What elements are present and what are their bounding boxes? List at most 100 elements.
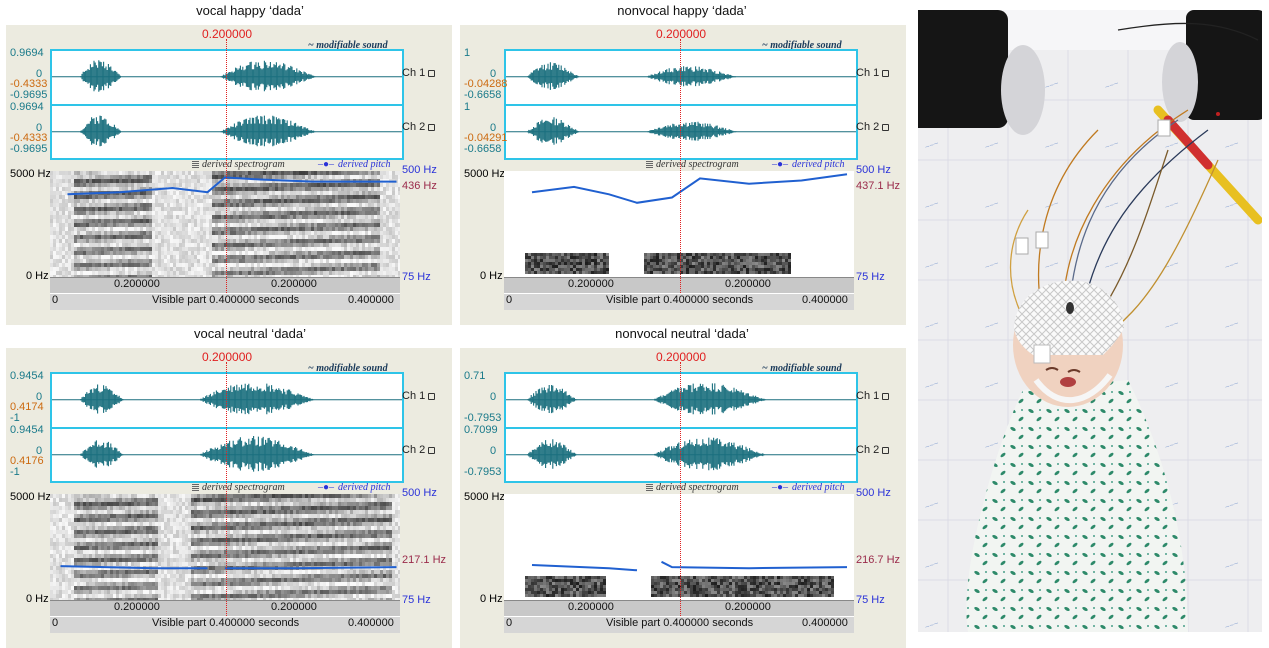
cursor-time-label: 0.200000 <box>202 350 252 364</box>
spectrogram-area[interactable] <box>50 171 400 277</box>
time-right-label: 0.200000 <box>271 601 317 613</box>
ch2-label: Ch 2 <box>856 444 879 456</box>
left-speaker <box>918 10 1008 128</box>
channel-label[interactable]: Ch 1 <box>856 390 889 402</box>
ch2-label: Ch 2 <box>856 121 879 133</box>
channel-1-waveform <box>52 51 402 103</box>
channel-label[interactable]: Ch 2 <box>856 121 889 133</box>
pitch-range-top: 500 Hz <box>856 164 891 176</box>
frequency-bottom: 0 Hz <box>480 593 503 605</box>
spectrogram-image <box>504 494 854 600</box>
channel-label[interactable]: Ch 2 <box>402 121 435 133</box>
amplitude-top: 0.9694 <box>10 47 44 59</box>
ch1-label: Ch 1 <box>856 390 879 402</box>
pitch-range-bottom: 75 Hz <box>856 594 885 606</box>
frequency-bottom: 0 Hz <box>26 593 49 605</box>
spectrogram-area[interactable] <box>504 171 854 277</box>
time-left-label: 0.200000 <box>114 278 160 290</box>
time-cursor[interactable] <box>226 39 227 293</box>
amplitude-top: 0.9454 <box>10 370 44 382</box>
pitch-contour <box>225 567 397 568</box>
channel-label[interactable]: Ch 2 <box>402 444 435 456</box>
visible-end: 0.400000 <box>802 617 848 629</box>
speaker-icon[interactable] <box>882 70 889 77</box>
ch1-label: Ch 1 <box>402 390 425 402</box>
channel-label[interactable]: Ch 1 <box>402 390 435 402</box>
time-axis-bar <box>504 600 854 617</box>
spectrogram-grip-icon <box>646 484 653 492</box>
amplitude-bottom: -0.6658 <box>464 143 501 155</box>
channel-2-waveform <box>52 429 402 481</box>
channel-label[interactable]: Ch 2 <box>856 444 889 456</box>
speaker-icon[interactable] <box>882 393 889 400</box>
amplitude-bottom: -0.6658 <box>464 89 501 101</box>
derived-spectrogram-label: derived spectrogram <box>656 159 739 170</box>
waveform-box[interactable] <box>50 372 404 483</box>
panel-title: nonvocal happy ‘dada’ <box>532 3 832 18</box>
visible-end: 0.400000 <box>348 294 394 306</box>
panel-title: vocal neutral ‘dada’ <box>100 326 400 341</box>
speaker-icon[interactable] <box>428 447 435 454</box>
waveform-box[interactable] <box>504 49 858 160</box>
derived-pitch-label: derived pitch <box>792 159 844 170</box>
waveform-box[interactable] <box>504 372 858 483</box>
time-cursor[interactable] <box>680 362 681 616</box>
spectrogram-grip-icon <box>192 161 199 169</box>
visible-start: 0 <box>52 617 58 629</box>
spectrogram-image <box>50 494 400 600</box>
time-right-label: 0.200000 <box>271 278 317 290</box>
amplitude-top: 1 <box>464 101 470 113</box>
amplitude-top: 0.71 <box>464 370 485 382</box>
spectrogram-image <box>50 171 400 277</box>
pitch-range-top: 500 Hz <box>856 487 891 499</box>
speaker-icon[interactable] <box>428 393 435 400</box>
derived-spectrogram-label: derived spectrogram <box>202 482 285 493</box>
pitch-legend-icon: –●– <box>772 482 788 493</box>
frequency-bottom: 0 Hz <box>480 270 503 282</box>
amplitude-bottom: -0.7953 <box>464 412 501 424</box>
visible-end: 0.400000 <box>348 617 394 629</box>
derived-pitch-label: derived pitch <box>792 482 844 493</box>
channel-label[interactable]: Ch 1 <box>402 67 435 79</box>
time-left-label: 0.200000 <box>114 601 160 613</box>
channel-label[interactable]: Ch 1 <box>856 67 889 79</box>
time-cursor[interactable] <box>680 39 681 293</box>
pitch-legend-icon: –●– <box>318 482 334 493</box>
time-cursor[interactable] <box>226 362 227 616</box>
frequency-bottom: 0 Hz <box>26 270 49 282</box>
ch2-label: Ch 2 <box>402 121 425 133</box>
pitch-value: 436 Hz <box>402 180 437 192</box>
time-axis-bar <box>504 277 854 294</box>
amplitude-bottom: -0.7953 <box>464 466 501 478</box>
speaker-icon[interactable] <box>428 70 435 77</box>
pitch-range-bottom: 75 Hz <box>402 594 431 606</box>
waveform-box[interactable] <box>50 49 404 160</box>
spectrogram-area[interactable] <box>50 494 400 600</box>
time-right-label: 0.200000 <box>725 601 771 613</box>
ch1-label: Ch 1 <box>856 67 879 79</box>
cursor-time-label: 0.200000 <box>656 350 706 364</box>
pitch-range-bottom: 75 Hz <box>402 271 431 283</box>
spectrogram-area[interactable] <box>504 494 854 600</box>
time-left-label: 0.200000 <box>568 601 614 613</box>
speaker-icon[interactable] <box>428 124 435 131</box>
amplitude-bottom: -0.9695 <box>10 143 47 155</box>
amplitude-top: 0.9454 <box>10 424 44 436</box>
channel-2-waveform <box>506 429 856 481</box>
frequency-top: 5000 Hz <box>464 491 505 503</box>
amplitude-bottom: -0.9695 <box>10 89 47 101</box>
amplitude-top: 0.7099 <box>464 424 498 436</box>
cursor-time-label: 0.200000 <box>656 27 706 41</box>
channel-2-waveform <box>52 106 402 158</box>
frequency-top: 5000 Hz <box>10 491 51 503</box>
speaker-icon[interactable] <box>882 447 889 454</box>
time-axis-bar <box>50 600 400 617</box>
spectrogram-grip-icon <box>646 161 653 169</box>
speaker-icon[interactable] <box>882 124 889 131</box>
infant-eeg-photo: ~~~ <box>918 10 1262 632</box>
pitch-contour <box>532 174 847 203</box>
channel-1-waveform <box>52 374 402 426</box>
pitch-contour <box>662 562 848 568</box>
